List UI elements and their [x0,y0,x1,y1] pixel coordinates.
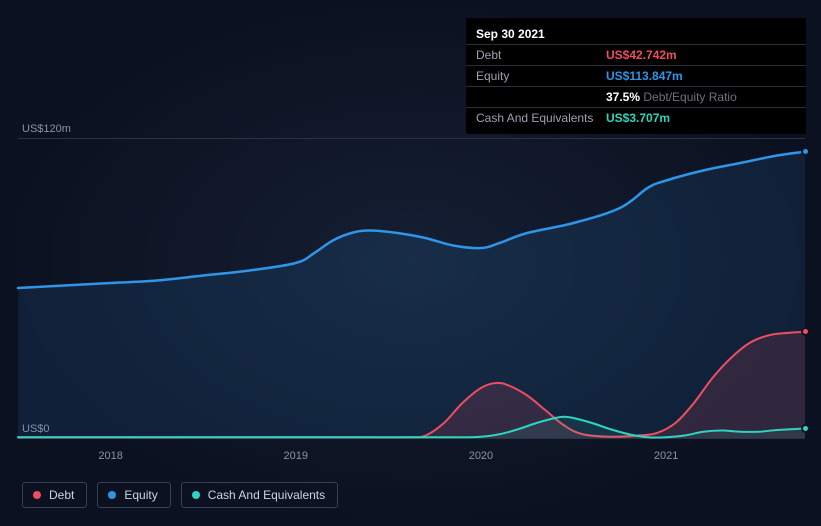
chart-tooltip: Sep 30 2021 Debt US$42.742m Equity US$11… [466,18,806,134]
legend-label-debt: Debt [49,488,74,502]
legend-dot-cash [192,491,200,499]
end-marker-cash [801,424,810,433]
tooltip-ratio: 37.5% Debt/Equity Ratio [606,90,737,104]
xlabel-2019: 2019 [284,450,308,462]
series-equity [18,152,805,438]
chart-svg [18,138,805,438]
tooltip-ratio-spacer [476,90,606,104]
tooltip-ratio-label: Debt/Equity Ratio [640,90,737,104]
legend-item-equity[interactable]: Equity [97,482,170,508]
legend-label-cash: Cash And Equivalents [208,488,325,502]
tooltip-equity-label: Equity [476,69,606,83]
end-marker-debt [801,327,810,336]
legend-item-debt[interactable]: Debt [22,482,87,508]
tooltip-debt-value: US$42.742m [606,48,677,62]
tooltip-ratio-value: 37.5% [606,90,640,104]
tooltip-equity-value: US$113.847m [606,69,683,83]
chart-area: US$120m US$0 2018 2019 2020 2021 [0,118,821,478]
legend-label-equity: Equity [124,488,157,502]
xlabel-2018: 2018 [98,450,122,462]
xlabel-2020: 2020 [469,450,493,462]
legend: Debt Equity Cash And Equivalents [22,482,338,508]
end-marker-equity [801,147,810,156]
tooltip-debt-label: Debt [476,48,606,62]
legend-dot-equity [108,491,116,499]
legend-item-cash[interactable]: Cash And Equivalents [181,482,338,508]
tooltip-date: Sep 30 2021 [476,27,545,41]
ylabel-max: US$120m [22,123,71,135]
legend-dot-debt [33,491,41,499]
xlabel-2021: 2021 [654,450,678,462]
